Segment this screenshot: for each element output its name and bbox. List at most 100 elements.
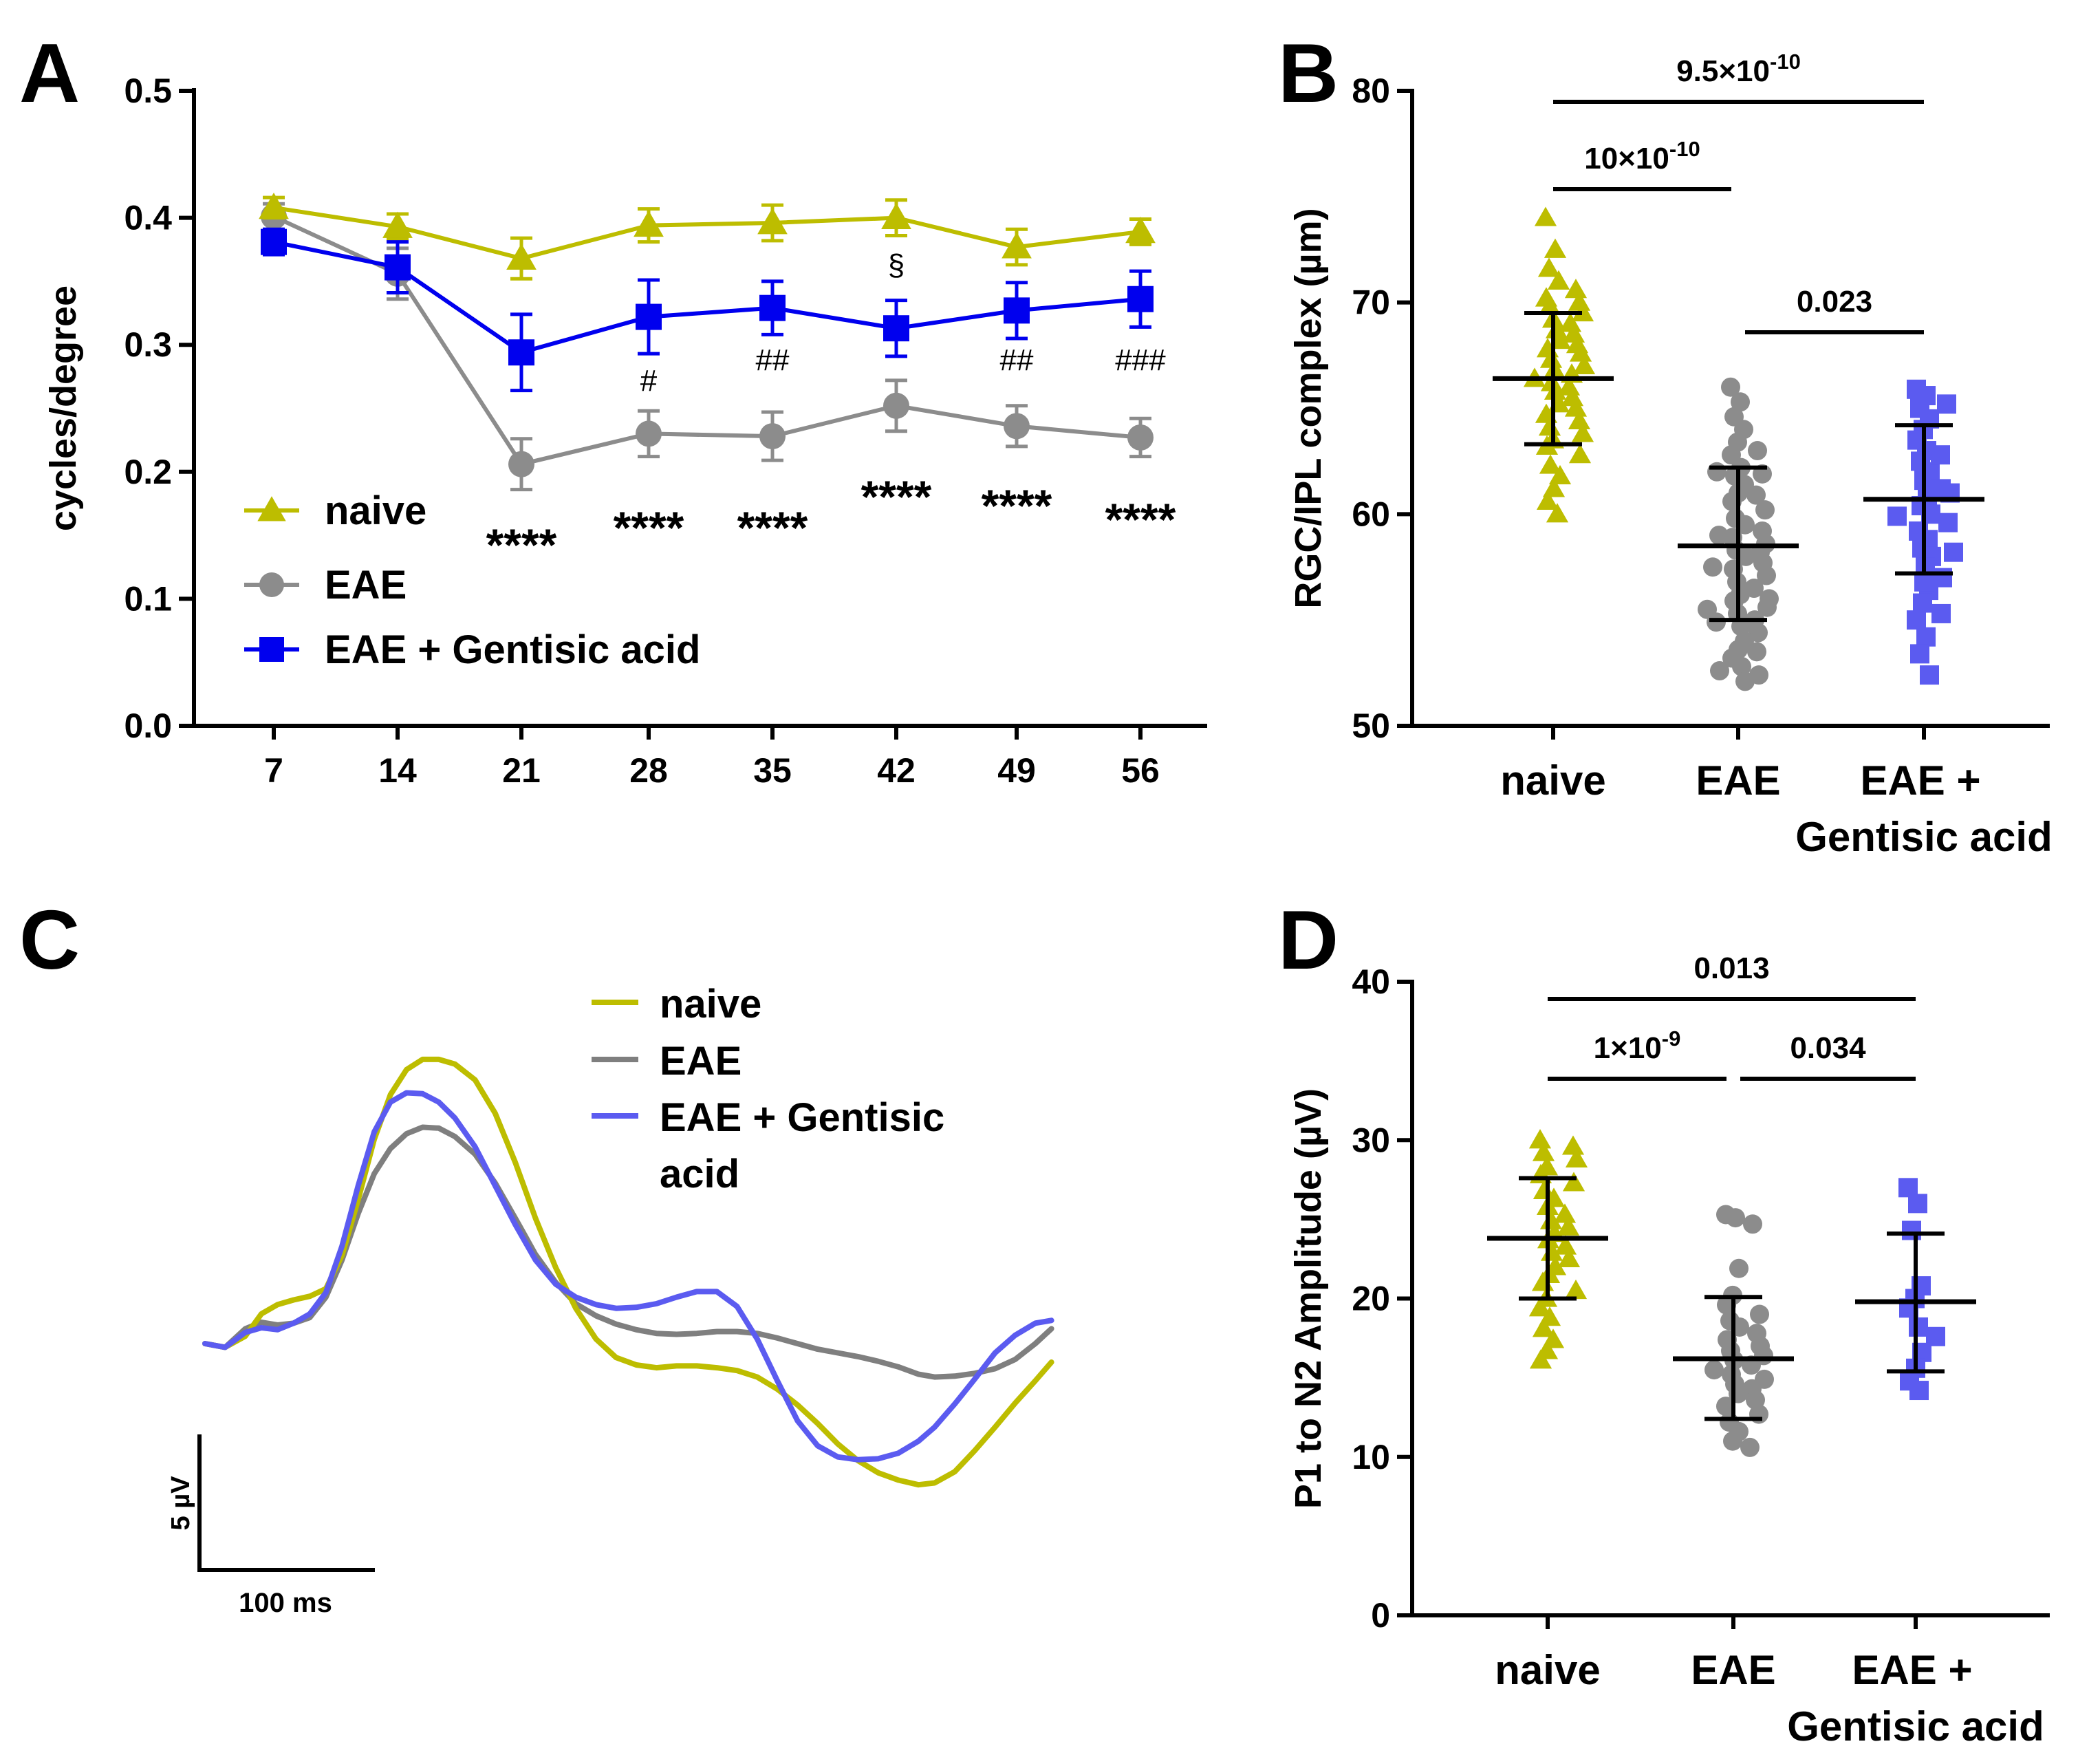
b-data-point — [1538, 416, 1561, 436]
d-data-point — [1561, 1135, 1585, 1155]
a-hash-mark: # — [640, 364, 658, 398]
c-scale-horizontal-label: 100 ms — [239, 1588, 332, 1618]
d-data-point — [1557, 1247, 1581, 1268]
b-x-group-label: EAE + — [1860, 757, 1980, 804]
a-x-tick-label: 56 — [1121, 751, 1160, 790]
b-y-tick-label: 50 — [1352, 707, 1390, 745]
b-x-group-label: Gentisic acid — [1795, 814, 2052, 860]
b-data-point — [1907, 610, 1926, 630]
b-data-point — [1731, 392, 1750, 412]
d-data-point — [1723, 1431, 1742, 1451]
a-data-point — [883, 315, 909, 342]
a-data-point — [382, 211, 413, 238]
b-data-point — [1736, 546, 1755, 566]
c-legend-label: EAE — [660, 1039, 742, 1084]
d-data-point — [1528, 1297, 1552, 1317]
b-data-point — [1913, 593, 1932, 613]
d-y-tick-label: 40 — [1352, 962, 1390, 1001]
d-y-tick-label: 10 — [1352, 1438, 1390, 1476]
d-data-point — [1529, 1349, 1552, 1369]
c-legend-label: EAE + Gentisic — [660, 1095, 944, 1140]
a-data-point — [881, 202, 911, 229]
a-data-point — [506, 243, 537, 270]
a-legend-marker — [259, 637, 284, 662]
a-x-tick-label: 35 — [753, 751, 792, 790]
b-data-point — [1746, 485, 1766, 505]
b-data-point — [1735, 671, 1755, 691]
b-data-point — [1937, 394, 1956, 414]
b-data-point — [1732, 656, 1751, 676]
b-data-point — [1544, 238, 1567, 258]
b-data-point — [1547, 270, 1570, 290]
a-data-point — [1127, 286, 1154, 312]
c-scale-bar — [197, 1434, 375, 1572]
a-series-line — [273, 239, 1141, 355]
a-data-point — [757, 208, 788, 235]
d-data-point — [1740, 1437, 1760, 1457]
d-data-point — [1562, 1172, 1585, 1192]
a-x-tick-label: 14 — [378, 751, 417, 790]
b-comparison-label: 10×10-10 — [1584, 137, 1700, 175]
d-x-group-label: EAE — [1691, 1647, 1775, 1693]
d-data-point — [1716, 1397, 1735, 1417]
d-group-0 — [1487, 1129, 1608, 1369]
d-y-axis-title: P1 to N2 Amplitude (µV) — [1288, 1088, 1329, 1509]
a-hash-mark: ## — [1000, 343, 1034, 377]
b-comparison-label: 9.5×10-10 — [1676, 50, 1801, 88]
a-y-tick-label: 0.3 — [124, 325, 172, 364]
b-data-point — [1571, 301, 1594, 322]
d-y-tick-label: 0 — [1371, 1596, 1390, 1635]
d-y-tick-label: 30 — [1352, 1121, 1390, 1159]
a-data-point — [759, 423, 786, 450]
c-scale-vertical-label: 5 µV — [166, 1476, 195, 1531]
a-series-naive — [259, 192, 1156, 281]
b-group-2 — [1863, 379, 1984, 685]
a-significance-stars: **** — [861, 471, 932, 522]
a-legend-label: naive — [325, 488, 426, 533]
b-y-tick-label: 70 — [1352, 283, 1390, 322]
b-data-point — [1568, 444, 1592, 464]
a-significance-stars: **** — [982, 480, 1052, 531]
a-legend-label: EAE + Gentisic acid — [325, 627, 700, 672]
d-data-point — [1908, 1194, 1927, 1214]
a-data-point — [636, 420, 662, 447]
panel-letter-c: C — [19, 893, 80, 987]
b-data-point — [1569, 342, 1592, 362]
a-x-tick-label: 28 — [629, 751, 668, 790]
a-series-line — [273, 205, 1141, 261]
d-data-point — [1564, 1279, 1588, 1300]
c-legend-label: naive — [660, 982, 761, 1026]
b-data-point — [1931, 603, 1951, 623]
a-legend-label: EAE — [325, 563, 407, 607]
b-x-group-label: naive — [1500, 757, 1605, 804]
d-group-2 — [1855, 1178, 1976, 1401]
a-data-point — [1127, 424, 1154, 451]
a-x-tick-label: 7 — [264, 751, 283, 790]
d-data-point — [1729, 1258, 1749, 1278]
a-significance-stars: **** — [737, 502, 808, 553]
b-data-point — [1920, 665, 1939, 685]
b-data-point — [1910, 644, 1929, 664]
a-data-point — [1125, 217, 1156, 244]
a-data-point — [1002, 232, 1032, 259]
a-y-tick-label: 0.4 — [124, 199, 172, 237]
a-data-point — [883, 392, 909, 419]
b-data-point — [1755, 500, 1775, 520]
d-data-point — [1557, 1216, 1580, 1236]
a-y-tick-label: 0.2 — [124, 453, 172, 491]
a-legend-marker — [259, 572, 284, 597]
b-data-point — [1887, 506, 1907, 526]
b-comparison-label: 0.023 — [1797, 285, 1872, 319]
a-y-axis-title: cycles/degree — [43, 286, 84, 531]
a-hash-mark: ### — [1115, 343, 1166, 377]
b-y-tick-label: 60 — [1352, 495, 1390, 533]
d-y-tick-label: 20 — [1352, 1280, 1390, 1318]
b-data-point — [1721, 377, 1740, 397]
d-data-point — [1533, 1179, 1556, 1200]
b-data-point — [1703, 557, 1722, 577]
b-data-point — [1534, 206, 1557, 226]
b-data-point — [1931, 445, 1950, 465]
d-data-point — [1909, 1317, 1928, 1337]
a-y-tick-label: 0.5 — [124, 72, 172, 110]
a-series-eae — [261, 202, 1154, 492]
